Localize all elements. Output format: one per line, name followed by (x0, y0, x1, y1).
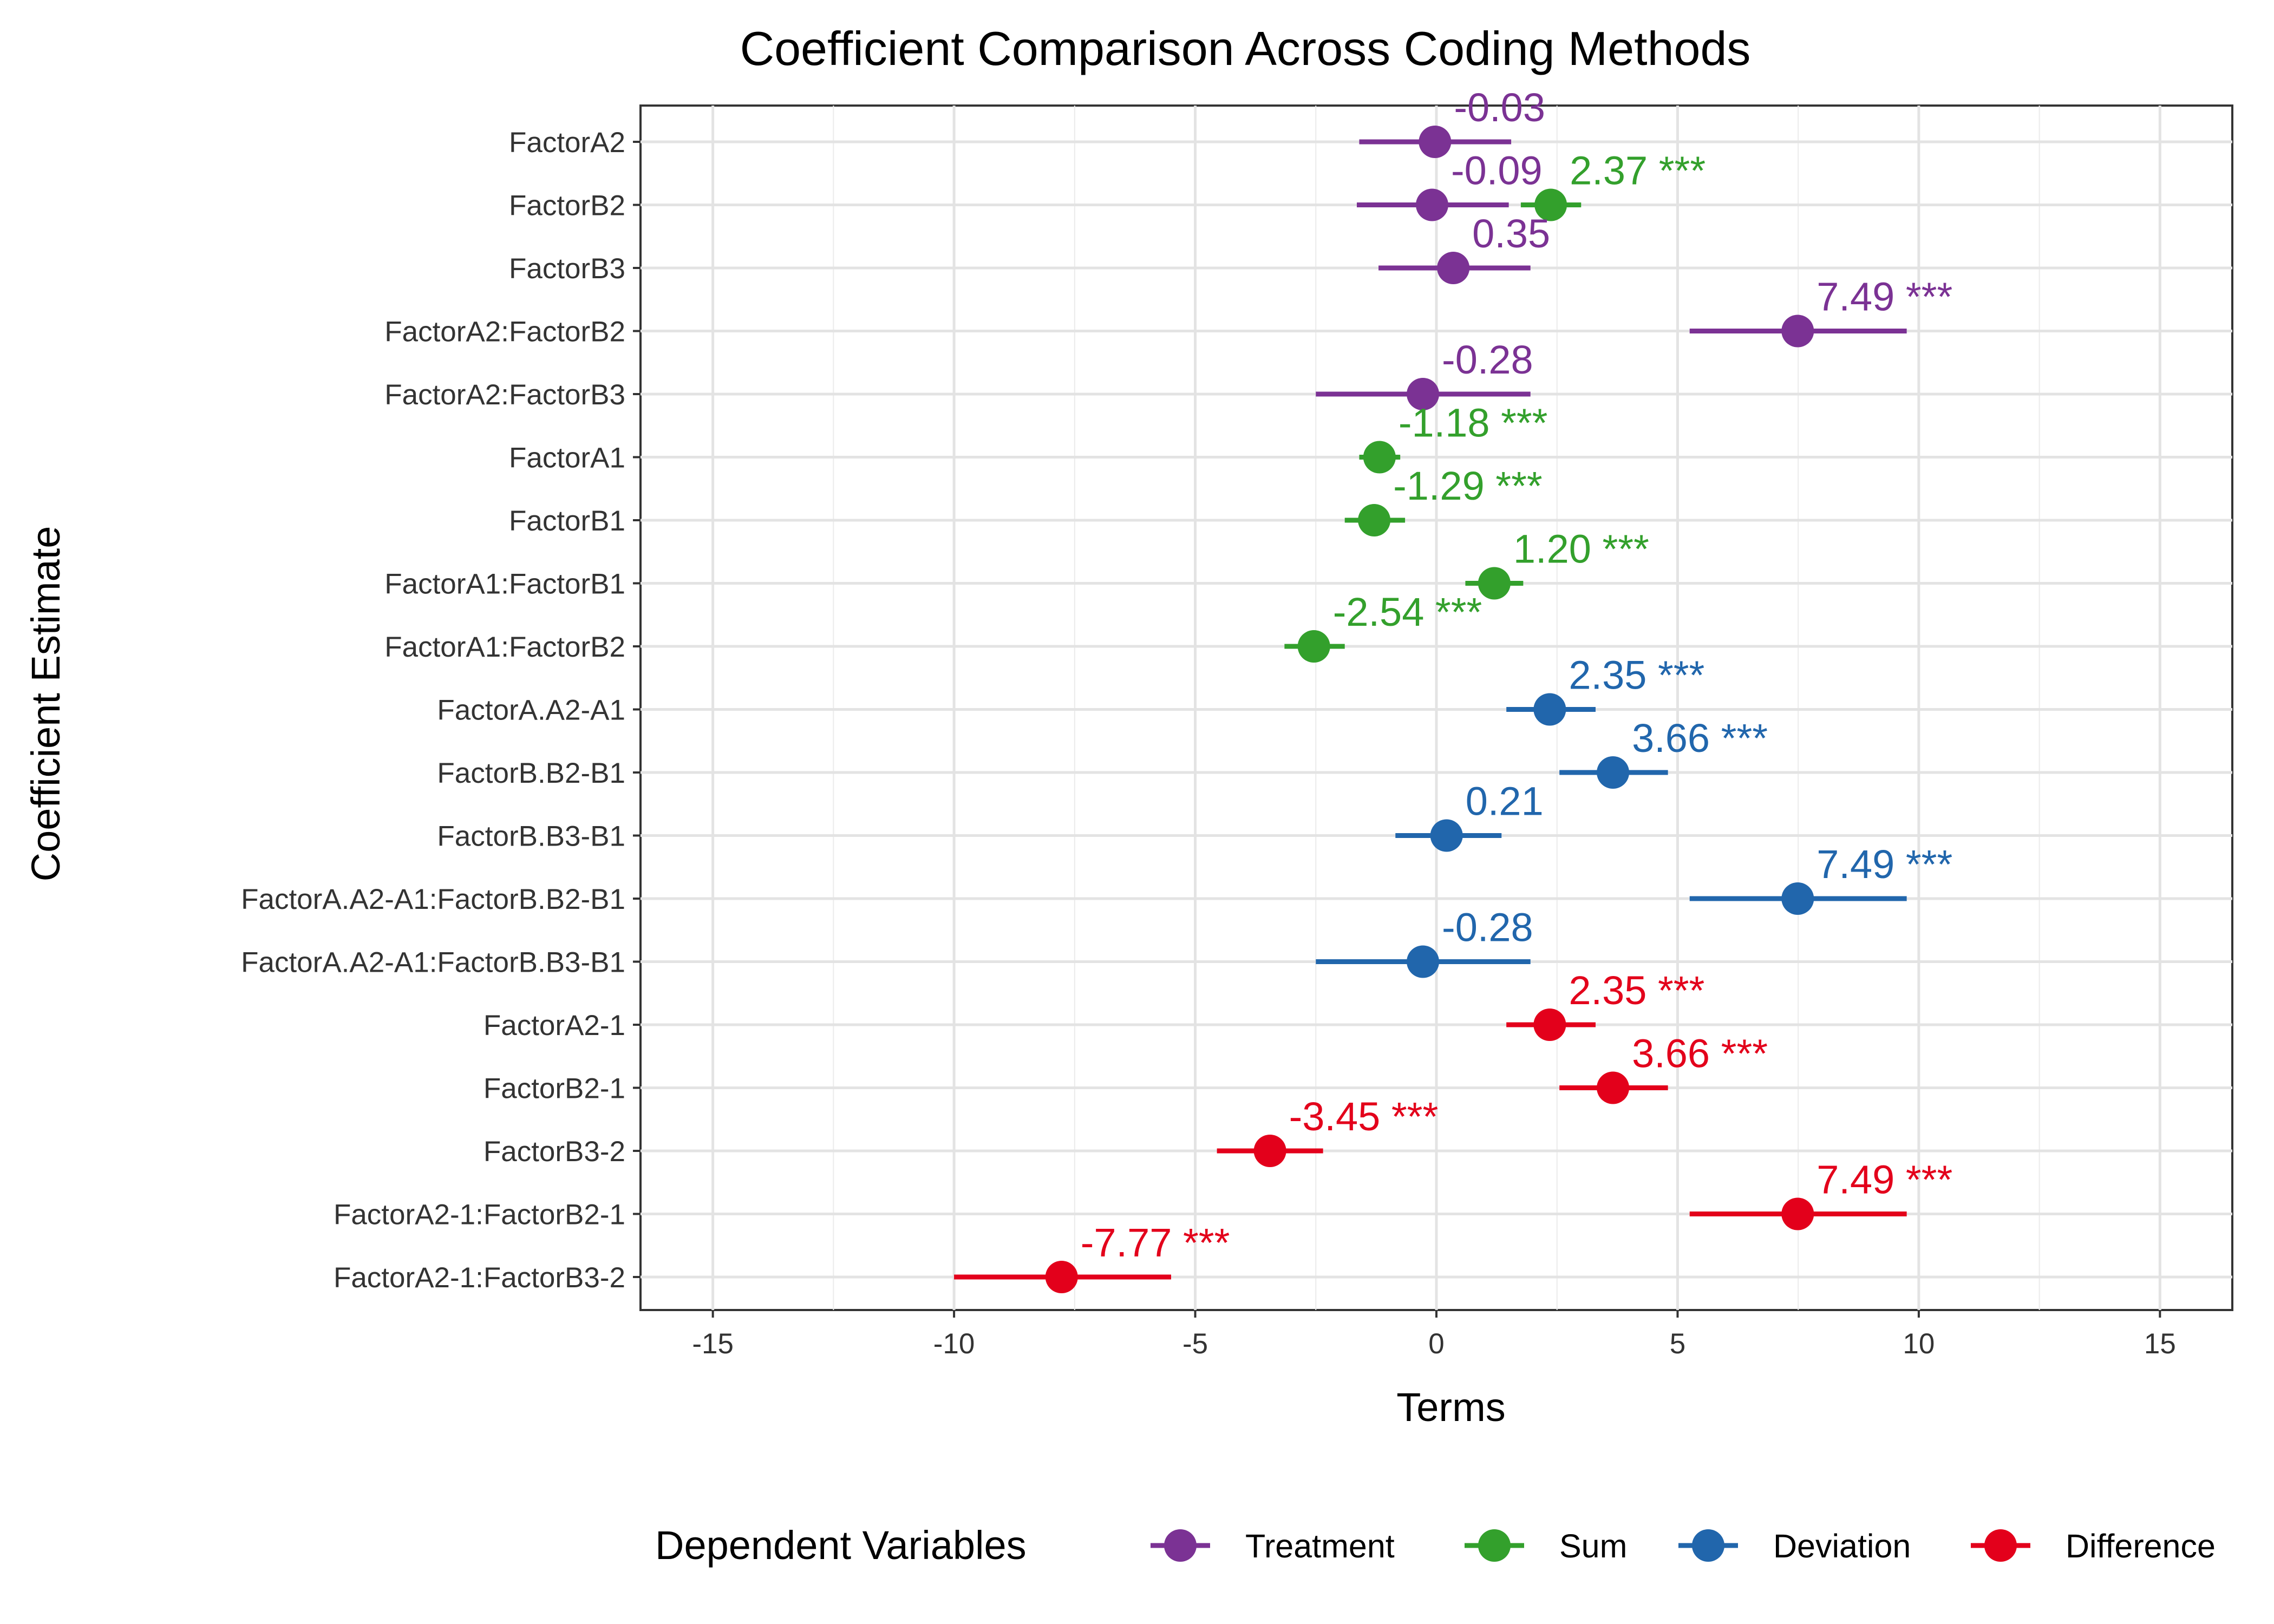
data-label: 7.49 *** (1816, 1157, 1952, 1202)
data-labels: -0.03 -0.09 0.35 7.49 *** -0.28 2.37 *** -1.18… (1081, 85, 1953, 1265)
y-tick-label: FactorA1:FactorB2 (384, 631, 625, 663)
y-tick-label: FactorA.A2-A1:FactorB.B3-B1 (241, 947, 625, 979)
data-point (1430, 819, 1463, 852)
x-tick-label: -10 (933, 1328, 975, 1360)
data-point (1781, 882, 1814, 915)
x-tick-label: 0 (1428, 1328, 1444, 1360)
y-tick-label: FactorB2-1 (483, 1073, 625, 1105)
y-tick-label: FactorB.B2-B1 (437, 757, 625, 789)
data-label: 2.35 *** (1569, 653, 1704, 698)
data-label: 1.20 *** (1513, 527, 1649, 572)
data-point (1533, 1009, 1566, 1041)
data-point (1437, 252, 1470, 284)
y-tick-label: FactorA2 (509, 127, 625, 159)
legend-title: Dependent Variables (655, 1523, 1027, 1568)
data-label: -2.54 *** (1333, 590, 1482, 634)
data-label: 2.37 *** (1570, 148, 1706, 193)
y-tick-label: FactorA1:FactorB1 (384, 568, 625, 600)
y-tick-label: FactorA2:FactorB2 (384, 316, 625, 348)
data-point (1415, 188, 1448, 221)
data-point (1597, 1071, 1630, 1104)
data-point (1253, 1135, 1286, 1167)
y-tick-label: FactorA.A2-A1:FactorB.B2-B1 (241, 883, 625, 915)
y-tick-label: FactorB2 (509, 190, 625, 222)
data-label: 3.66 *** (1632, 1031, 1768, 1076)
x-tick-label: 5 (1670, 1328, 1685, 1360)
data-label: -0.03 (1454, 85, 1545, 130)
y-tick-label: FactorA2-1:FactorB2-1 (334, 1199, 625, 1231)
legend: Dependent Variables Treatment Sum Deviatio… (655, 1523, 2216, 1568)
y-axis: FactorA2 FactorB2 FactorB3 FactorA2:FactorB… (241, 127, 641, 1294)
legend-label: Treatment (1245, 1528, 1395, 1564)
y-tick-label: FactorB3-2 (483, 1136, 625, 1168)
data-point (1534, 188, 1567, 221)
data-label: 0.21 (1466, 779, 1544, 824)
data-point (1358, 504, 1391, 536)
data-label: 3.66 *** (1632, 716, 1768, 761)
data-points (954, 126, 1907, 1293)
y-tick-label: FactorB1 (509, 505, 625, 537)
legend-key-point (1692, 1529, 1724, 1562)
data-label: -0.09 (1451, 148, 1543, 193)
data-label: -0.28 (1442, 337, 1533, 382)
x-axis-title: Terms (1396, 1385, 1505, 1430)
data-point (1597, 756, 1630, 789)
data-label: -3.45 *** (1289, 1094, 1439, 1139)
x-tick-label: 10 (1903, 1328, 1935, 1360)
data-point (1363, 441, 1396, 474)
chart-title: Coefficient Comparison Across Coding Met… (740, 22, 1751, 75)
legend-key-point (1984, 1529, 2017, 1562)
data-point (1781, 1197, 1814, 1230)
data-label: 7.49 *** (1816, 274, 1952, 319)
y-tick-label: FactorA2-1 (483, 1010, 625, 1042)
data-point (1781, 315, 1814, 348)
data-label: -0.28 (1442, 905, 1533, 950)
y-tick-label: FactorA2-1:FactorB3-2 (334, 1262, 625, 1294)
legend-label: Difference (2066, 1528, 2216, 1564)
legend-key-point (1478, 1529, 1511, 1562)
x-tick-label: -5 (1182, 1328, 1208, 1360)
legend-label: Deviation (1773, 1528, 1911, 1564)
legend-label: Sum (1559, 1528, 1627, 1564)
y-tick-label: FactorA1 (509, 442, 625, 474)
data-label: -1.18 *** (1399, 401, 1548, 446)
data-label: 2.35 *** (1569, 968, 1704, 1013)
data-label: -1.29 *** (1393, 463, 1543, 508)
data-point (1478, 567, 1511, 600)
data-point (1419, 126, 1452, 158)
y-tick-label: FactorB.B3-B1 (437, 821, 625, 853)
data-point (1407, 378, 1440, 410)
y-tick-label: FactorB3 (509, 253, 625, 285)
data-label: -7.77 *** (1081, 1220, 1230, 1265)
x-axis: -15 -10 -5 0 5 10 15 (692, 1310, 2176, 1360)
legend-key-point (1164, 1529, 1197, 1562)
y-tick-label: FactorA2:FactorB3 (384, 379, 625, 411)
y-axis-title: Coefficient Estimate (23, 526, 68, 882)
x-tick-label: 15 (2144, 1328, 2176, 1360)
data-point (1533, 693, 1566, 726)
data-point (1407, 945, 1440, 978)
data-label: 7.49 *** (1816, 842, 1952, 887)
y-tick-label: FactorA.A2-A1 (437, 695, 625, 726)
data-point (1045, 1261, 1078, 1293)
data-label: 0.35 (1472, 211, 1550, 256)
x-tick-label: -15 (692, 1328, 734, 1360)
data-point (1297, 630, 1330, 663)
